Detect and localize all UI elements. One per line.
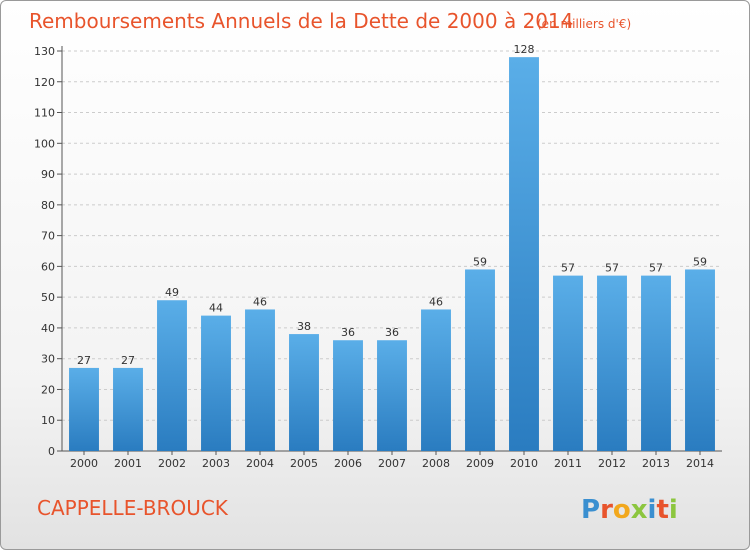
y-tick-label: 20 xyxy=(41,383,55,396)
y-tick-label: 70 xyxy=(41,230,55,243)
y-tick-label: 90 xyxy=(41,168,55,181)
x-tick-label-2011: 2011 xyxy=(554,457,582,470)
bar-2014 xyxy=(685,269,715,451)
y-tick-label: 60 xyxy=(41,260,55,273)
x-tick-label-2014: 2014 xyxy=(686,457,714,470)
value-label-2006: 36 xyxy=(341,326,355,339)
value-label-2012: 57 xyxy=(605,262,619,275)
logo-letter: r xyxy=(600,495,613,525)
bar-2002 xyxy=(157,300,187,451)
proxiti-logo: Proxiti xyxy=(581,495,678,525)
value-label-2013: 57 xyxy=(649,262,663,275)
x-tick-label-2006: 2006 xyxy=(334,457,362,470)
x-tick-label-2003: 2003 xyxy=(202,457,230,470)
y-tick-label: 130 xyxy=(34,45,55,58)
bar-2009 xyxy=(465,269,495,451)
value-label-2001: 27 xyxy=(121,354,135,367)
y-tick-label: 10 xyxy=(41,414,55,427)
x-tick-label-2005: 2005 xyxy=(290,457,318,470)
y-tick-label: 50 xyxy=(41,291,55,304)
value-label-2010: 128 xyxy=(514,43,535,56)
x-tick-label-2001: 2001 xyxy=(114,457,142,470)
bar-2001 xyxy=(113,367,143,451)
y-tick-label: 120 xyxy=(34,76,55,89)
value-label-2004: 46 xyxy=(253,295,267,308)
chart-subtitle: (en milliers d'€) xyxy=(537,17,631,31)
logo-letter: o xyxy=(613,495,631,525)
value-labels: 27 27 49 44 46 38 36 36 46 59 128 57 57 57 59 xyxy=(77,43,707,367)
commune-name: CAPPELLE-BROUCK xyxy=(37,496,229,520)
value-label-2014: 59 xyxy=(693,255,707,268)
x-tick-label-2013: 2013 xyxy=(642,457,670,470)
bar-2004 xyxy=(245,309,275,451)
x-tick-label-2009: 2009 xyxy=(466,457,494,470)
logo-letter: x xyxy=(631,495,648,525)
value-label-2000: 27 xyxy=(77,354,91,367)
value-label-2008: 46 xyxy=(429,295,443,308)
bar-2013 xyxy=(641,275,671,451)
value-label-2009: 59 xyxy=(473,255,487,268)
y-tick-label: 0 xyxy=(48,445,55,458)
value-label-2007: 36 xyxy=(385,326,399,339)
x-tick-label-2004: 2004 xyxy=(246,457,274,470)
bar-2011 xyxy=(553,275,583,451)
y-tick-label: 110 xyxy=(34,107,55,120)
bar-2007 xyxy=(377,340,407,451)
x-tick-labels: 2000 2001 2002 2003 2004 2005 2006 2007 2008 2009… xyxy=(70,457,714,470)
logo-letter: i xyxy=(669,495,678,525)
bars xyxy=(69,57,715,452)
bar-2010 xyxy=(509,57,539,452)
y-tick-labels: 0 10 20 30 40 50 60 70 80 90 100 110 120 130 xyxy=(34,45,55,458)
value-label-2003: 44 xyxy=(209,302,223,315)
bar-2005 xyxy=(289,334,319,451)
chart-title: Remboursements Annuels de la Dette de 20… xyxy=(29,9,573,33)
logo-letter: P xyxy=(581,495,600,525)
x-tick-label-2012: 2012 xyxy=(598,457,626,470)
value-label-2005: 38 xyxy=(297,320,311,333)
y-tick-label: 40 xyxy=(41,322,55,335)
bar-2012 xyxy=(597,275,627,451)
x-tick-label-2008: 2008 xyxy=(422,457,450,470)
bar-2008 xyxy=(421,309,451,451)
value-label-2011: 57 xyxy=(561,262,575,275)
value-label-2002: 49 xyxy=(165,286,179,299)
x-tick-label-2000: 2000 xyxy=(70,457,98,470)
y-tick-label: 30 xyxy=(41,353,55,366)
logo-letter: t xyxy=(656,495,668,525)
bar-2006 xyxy=(333,340,363,451)
bar-2000 xyxy=(69,367,99,451)
logo-letter: i xyxy=(648,495,657,525)
y-tick-label: 100 xyxy=(34,137,55,150)
y-tick-label: 80 xyxy=(41,199,55,212)
x-tick-label-2010: 2010 xyxy=(510,457,538,470)
x-tick-label-2002: 2002 xyxy=(158,457,186,470)
bar-2003 xyxy=(201,315,231,451)
x-tick-label-2007: 2007 xyxy=(378,457,406,470)
